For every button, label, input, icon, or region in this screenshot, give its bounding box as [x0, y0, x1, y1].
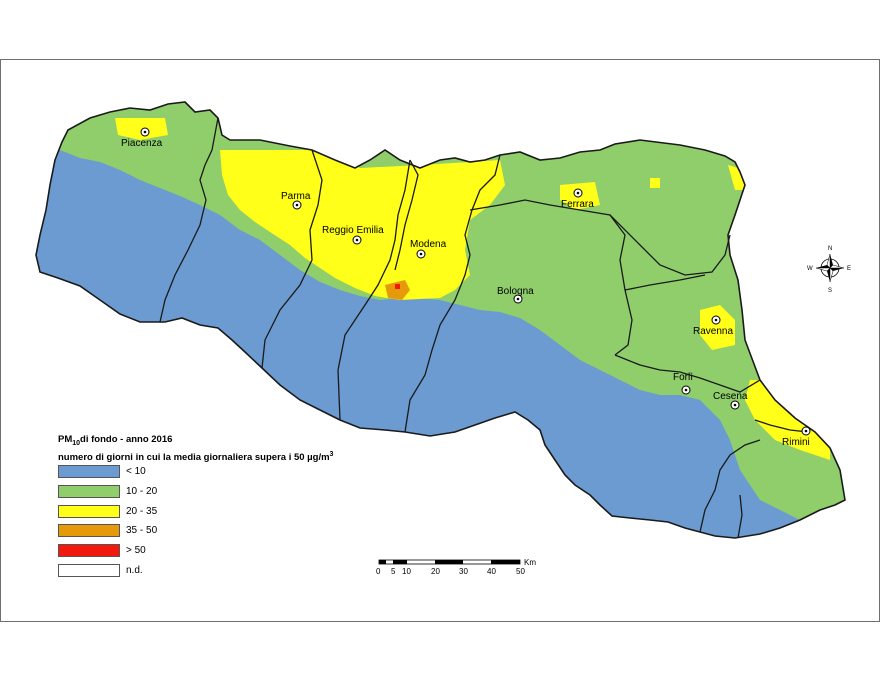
scale-tick-30: 30 [459, 567, 468, 576]
legend-subtitle-text: numero di giorni in cui la media giornal… [58, 452, 330, 464]
compass-e: E [847, 266, 851, 272]
scale-tick-5: 5 [391, 567, 396, 576]
city-label-parma: Parma [281, 191, 311, 202]
zone-20-35-ravenna [700, 305, 735, 350]
city-label-cesena: Cesena [713, 391, 748, 402]
scale-tick-0: 0 [376, 567, 381, 576]
legend-label: < 10 [126, 466, 146, 477]
province-boundaries [35, 101, 846, 539]
legend-title-sub: 10 [72, 439, 81, 447]
legend-swatch [58, 465, 120, 478]
legend-swatch [58, 524, 120, 537]
compass-s: S [828, 288, 832, 294]
compass-n: N [828, 246, 832, 252]
legend-label: 35 - 50 [126, 525, 158, 536]
compass-rose-icon: N S E W [807, 246, 851, 294]
legend-subtitle: numero di giorni in cui la media giornal… [58, 449, 418, 463]
city-label-rimini: Rimini [782, 437, 810, 448]
scale-bar: 0 5 10 20 30 40 50 Km [376, 558, 536, 576]
city-label-ravenna: Ravenna [693, 326, 733, 337]
scale-tick-20: 20 [431, 567, 440, 576]
zone-gt50 [395, 284, 400, 289]
scale-unit: Km [524, 558, 536, 567]
map-frame [0, 59, 880, 622]
legend-label: > 50 [126, 545, 146, 556]
city-parma[interactable]: Parma [281, 191, 311, 210]
city-forli[interactable]: Forlì [673, 372, 693, 395]
legend-label: 20 - 35 [126, 506, 158, 517]
legend-title: PM10di fondo - anno 2016 [58, 434, 418, 449]
city-ferrara[interactable]: Ferrara [561, 188, 594, 210]
scale-tick-10: 10 [402, 567, 411, 576]
city-reggio-emilia[interactable]: Reggio Emilia [322, 225, 384, 245]
city-ravenna[interactable]: Ravenna [693, 315, 733, 337]
legend-title-rest: di fondo - anno 2016 [80, 434, 173, 445]
legend-label: 10 - 20 [126, 486, 158, 497]
city-label-ferrara: Ferrara [561, 199, 594, 210]
city-label-bologna: Bologna [497, 286, 534, 297]
compass-w: W [807, 266, 813, 272]
legend-swatch [58, 564, 120, 577]
legend-subtitle-sup: 3 [329, 450, 334, 458]
city-modena[interactable]: Modena [410, 239, 447, 259]
city-rimini[interactable]: Rimini [782, 426, 811, 448]
legend-swatch [58, 485, 120, 498]
legend-swatch [58, 544, 120, 557]
scale-tick-40: 40 [487, 567, 496, 576]
zone-20-35-patch [650, 178, 660, 188]
city-piacenza[interactable]: Piacenza [121, 127, 163, 149]
legend: PM10di fondo - anno 2016 numero di giorn… [58, 434, 418, 577]
city-markers: Piacenza Parma Reggio Emilia Modena Ferr… [121, 127, 811, 448]
scale-tick-50: 50 [516, 567, 525, 576]
city-label-forli: Forlì [673, 372, 693, 383]
city-label-modena: Modena [410, 239, 447, 250]
zone-20-35-emilia [220, 150, 505, 300]
zone-20-35-rimini [745, 380, 830, 460]
zone-20-35-piacenza [115, 118, 168, 140]
legend-title-pm: PM [58, 434, 73, 445]
city-label-reggio-emilia: Reggio Emilia [322, 225, 384, 236]
legend-label: n.d. [126, 565, 143, 576]
city-bologna[interactable]: Bologna [497, 286, 534, 304]
legend-swatch [58, 505, 120, 518]
city-label-piacenza: Piacenza [121, 138, 163, 149]
city-cesena[interactable]: Cesena [713, 391, 748, 410]
zone-35-50 [385, 280, 410, 300]
